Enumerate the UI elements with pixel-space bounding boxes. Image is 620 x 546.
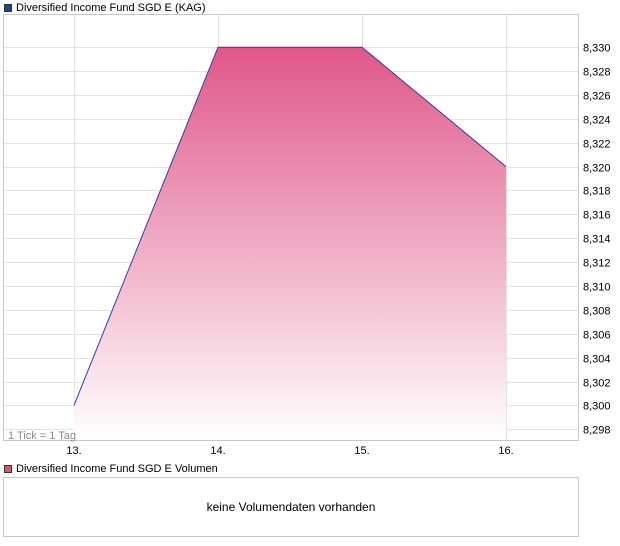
x-tick-label: 13. [66, 445, 81, 457]
y-tick-label: 8,302 [583, 378, 611, 390]
volume-legend: Diversified Income Fund SGD E Volumen [4, 462, 218, 475]
y-tick-label: 8,330 [583, 43, 611, 55]
y-tick-label: 8,312 [583, 258, 611, 270]
volume-legend-swatch [4, 464, 12, 473]
series-line [73, 46, 507, 406]
y-tick-label: 8,300 [583, 401, 611, 413]
y-tick-label: 8,316 [583, 210, 611, 222]
price-legend: Diversified Income Fund SGD E (KAG) [4, 1, 206, 14]
y-tick-label: 8,306 [583, 330, 611, 342]
price-legend-swatch [4, 3, 12, 12]
y-tick-label: 8,318 [583, 186, 611, 198]
y-tick-label: 8,326 [583, 91, 611, 103]
y-tick-label: 8,322 [583, 139, 611, 151]
y-tick-label: 8,314 [583, 234, 611, 246]
x-tick-label: 15. [354, 445, 369, 457]
price-chart: 8,298 8,300 8,302 8,304 8,306 8,308 8,310 8,312… [3, 14, 611, 457]
y-tick-label: 8,324 [583, 115, 611, 127]
volume-legend-label: Diversified Income Fund SGD E Volumen [16, 462, 218, 475]
y-tick-label: 8,328 [583, 67, 611, 79]
x-axis-tick-labels: 13. 14. 15. 16. [66, 445, 513, 457]
y-tick-label: 8,304 [583, 354, 611, 366]
volume-empty-message: keine Volumendaten vorhanden [206, 500, 376, 514]
y-axis-tick-labels: 8,298 8,300 8,302 8,304 8,306 8,308 8,310 8,312… [583, 43, 611, 437]
y-tick-label: 8,320 [583, 163, 611, 175]
price-legend-label: Diversified Income Fund SGD E (KAG) [16, 1, 206, 14]
y-tick-label: 8,310 [583, 282, 611, 294]
series-area-fill [74, 47, 506, 440]
y-tick-label: 8,298 [583, 425, 611, 437]
y-tick-label: 8,308 [583, 306, 611, 318]
tick-note: 1 Tick = 1 Tag [8, 430, 76, 442]
volume-panel: keine Volumendaten vorhanden [3, 477, 579, 537]
x-tick-label: 16. [498, 445, 513, 457]
x-tick-label: 14. [210, 445, 225, 457]
